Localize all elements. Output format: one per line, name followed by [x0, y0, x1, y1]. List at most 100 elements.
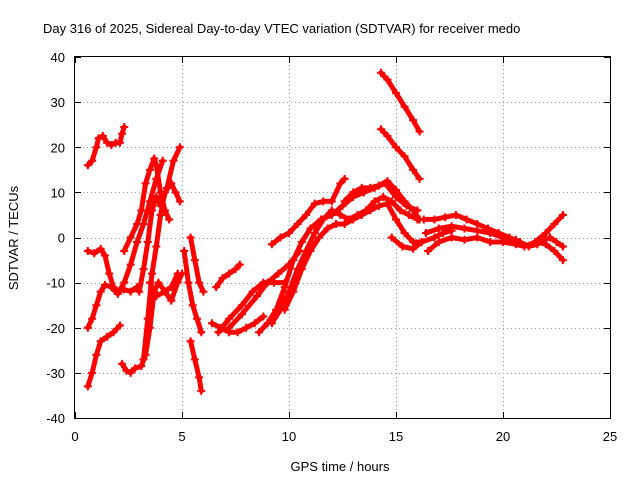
data-point [383, 75, 392, 84]
data-point [248, 287, 257, 296]
data-point [473, 233, 482, 242]
data-point [156, 210, 165, 219]
series-trace [188, 235, 206, 295]
series-trace [181, 248, 204, 335]
data-point [289, 287, 298, 296]
x-tick-label: 0 [71, 429, 78, 444]
data-point [409, 206, 418, 215]
data-point [173, 278, 182, 287]
x-tick-label: 15 [389, 429, 403, 444]
chart-title: Day 316 of 2025, Sidereal Day-to-day VTE… [43, 21, 520, 36]
data-point [103, 332, 112, 341]
data-point [441, 213, 450, 222]
y-tick-label: 40 [51, 50, 65, 65]
data-point [139, 355, 148, 364]
data-point [541, 228, 550, 237]
data-point [154, 278, 163, 287]
data-point [398, 242, 407, 251]
data-point [421, 228, 430, 237]
series-track-k [186, 233, 208, 296]
data-point [332, 219, 341, 228]
data-point [150, 154, 159, 163]
data-point [165, 215, 174, 224]
data-point [473, 226, 482, 235]
data-point [107, 140, 116, 149]
data-point [167, 296, 176, 305]
y-tick-label: 10 [51, 185, 65, 200]
data-point [92, 301, 101, 310]
data-point [137, 206, 146, 215]
data-point [255, 328, 264, 337]
data-point [152, 292, 161, 301]
series-track-ac [537, 233, 567, 251]
data-point [462, 215, 471, 224]
data-point [447, 222, 456, 231]
data-point [167, 179, 176, 188]
data-point [430, 215, 439, 224]
data-point [242, 323, 251, 332]
data-point [297, 238, 306, 247]
series-track-g [135, 143, 184, 296]
data-point [439, 228, 448, 237]
data-point [511, 240, 520, 249]
data-point [188, 301, 197, 310]
data-point [195, 373, 204, 382]
data-point [135, 287, 144, 296]
data-point [546, 233, 555, 242]
data-point [430, 233, 439, 242]
data-point [83, 323, 92, 332]
series-track-i [145, 269, 186, 305]
data-point [83, 161, 92, 170]
data-point [267, 240, 276, 249]
data-point [409, 238, 418, 247]
series-trace [378, 126, 422, 182]
data-point [169, 156, 178, 165]
data-point [190, 256, 199, 265]
data-point [235, 260, 244, 269]
data-point [383, 199, 392, 208]
data-point [139, 265, 148, 274]
y-tick-label: 30 [51, 95, 65, 110]
series-track-x [387, 226, 456, 253]
y-tick-label: -30 [46, 366, 65, 381]
data-point [349, 188, 358, 197]
data-point [115, 138, 124, 147]
data-point [473, 219, 482, 228]
data-point [392, 215, 400, 224]
data-point [98, 131, 107, 140]
data-point [285, 228, 293, 237]
data-point [370, 197, 379, 206]
data-point [158, 156, 167, 165]
data-point [92, 350, 101, 359]
data-point [558, 242, 567, 251]
y-tick-label: -20 [46, 321, 65, 336]
data-point [126, 260, 135, 269]
data-point [451, 210, 460, 219]
data-point [105, 269, 114, 278]
data-point [190, 355, 199, 364]
data-point [237, 310, 246, 319]
data-point [280, 283, 289, 292]
data-point [419, 215, 428, 224]
data-point [424, 247, 433, 256]
data-point [387, 197, 396, 206]
data-point [550, 247, 559, 256]
data-point [447, 233, 456, 242]
data-point [357, 183, 366, 192]
data-point [280, 305, 289, 314]
data-point [520, 242, 529, 251]
data-point [409, 116, 418, 125]
data-point [338, 201, 347, 210]
y-tick-label: 20 [51, 140, 65, 155]
data-point [340, 219, 349, 228]
data-point [336, 210, 345, 219]
y-tick-label: -40 [46, 411, 65, 426]
data-point [83, 382, 92, 391]
data-point [186, 337, 195, 346]
data-point [499, 238, 507, 247]
data-point [314, 233, 323, 242]
data-point [366, 183, 375, 192]
data-point [400, 152, 409, 161]
data-point [297, 265, 306, 274]
